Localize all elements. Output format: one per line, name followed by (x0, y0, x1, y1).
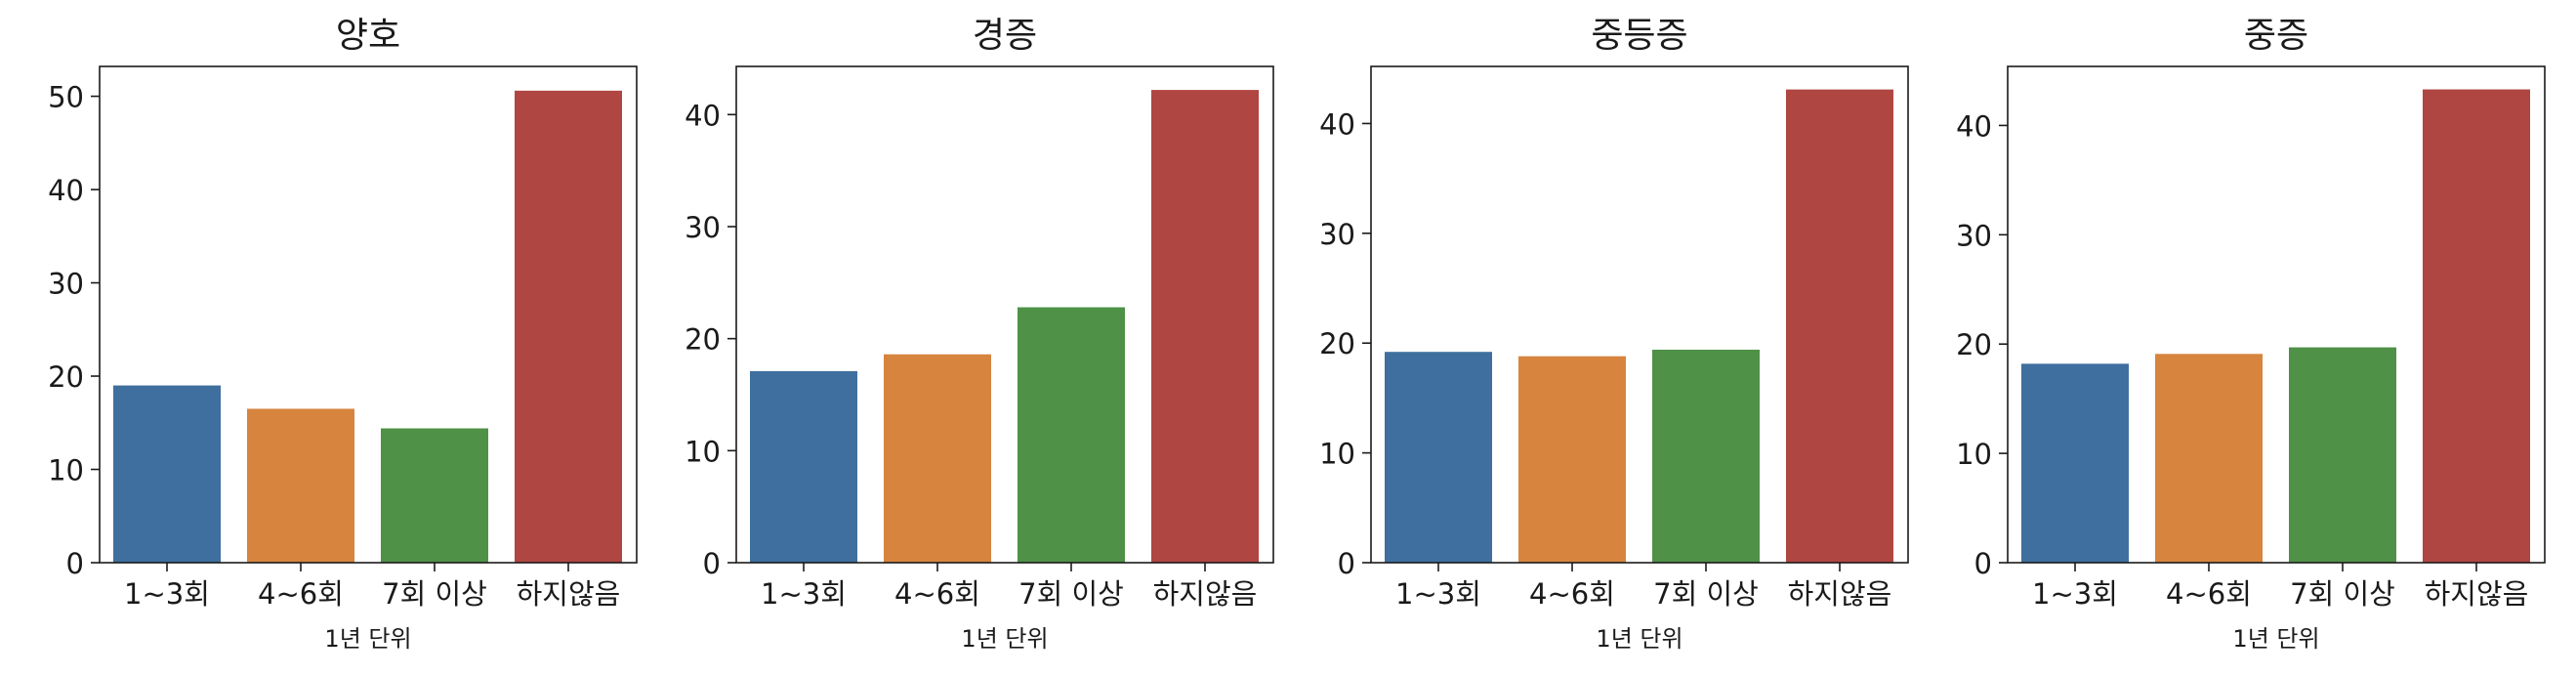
x-tick-label: 4~6회 (258, 577, 344, 611)
y-tick-label: 0 (703, 547, 721, 580)
x-tick-label: 4~6회 (894, 577, 980, 611)
bar-4 (1151, 90, 1259, 563)
bar-3 (2289, 348, 2396, 563)
x-tick-label: 1~3회 (124, 577, 210, 611)
y-tick-label: 0 (1974, 547, 1992, 580)
bar-1 (1385, 352, 1492, 563)
bar-3 (1018, 308, 1125, 563)
y-tick-label: 20 (685, 323, 721, 357)
panel-jungjeung: 중증 0 10 20 30 40 1~3회 4~6회 7회 이상 하지않음 1년 단위 (1956, 16, 2545, 653)
bar-1 (2021, 363, 2129, 563)
x-tick-label: 4~6회 (2166, 577, 2252, 611)
bar-3 (381, 428, 488, 563)
y-tick-label: 0 (1338, 547, 1355, 580)
bar-4 (515, 91, 622, 563)
x-tick-label: 7회 이상 (1018, 577, 1124, 611)
x-tick-label: 하지않음 (1153, 577, 1258, 611)
y-tick-label: 20 (1319, 327, 1355, 360)
chart-title: 중등증 (1591, 16, 1687, 56)
y-tick-label: 40 (1319, 107, 1355, 141)
panel-jungdeungjeung: 중등증 0 10 20 30 40 1~3회 4~6회 7회 이상 하지않음 1년 단위 (1319, 16, 1908, 653)
x-tick-label: 하지않음 (2425, 577, 2529, 611)
y-tick-label: 30 (685, 211, 721, 244)
panel-gyeongjeung: 경증 0 10 20 30 40 1~3회 4~6회 7회 이상 하지않음 1년 단위 (685, 16, 1273, 653)
x-tick-label: 1~3회 (761, 577, 847, 611)
x-tick-label: 7회 이상 (2290, 577, 2395, 611)
y-tick-label: 30 (48, 268, 84, 301)
y-tick-label: 0 (66, 547, 84, 580)
y-tick-label: 20 (48, 360, 84, 394)
x-tick-label: 4~6회 (1529, 577, 1615, 611)
bar-1 (113, 386, 221, 563)
chart-title: 경증 (973, 16, 1037, 56)
y-tick-label: 10 (1319, 438, 1355, 471)
bar-2 (884, 355, 991, 563)
y-tick-label: 30 (1956, 219, 1992, 252)
bar-3 (1652, 350, 1760, 563)
y-tick-label: 10 (685, 435, 721, 468)
x-axis-label: 1년 단위 (324, 625, 411, 653)
x-axis-label: 1년 단위 (961, 625, 1048, 653)
x-tick-label: 하지않음 (1788, 577, 1892, 611)
x-tick-label: 1~3회 (2032, 577, 2118, 611)
y-tick-label: 50 (48, 81, 84, 114)
chart-title: 양호 (336, 16, 400, 56)
x-tick-label: 7회 이상 (1653, 577, 1759, 611)
x-axis-label: 1년 단위 (2232, 625, 2319, 653)
y-tick-label: 40 (1956, 109, 1992, 143)
y-tick-label: 10 (48, 454, 84, 487)
y-tick-label: 30 (1319, 218, 1355, 251)
x-axis-label: 1년 단위 (1596, 625, 1683, 653)
chart-title: 중증 (2244, 16, 2308, 56)
x-tick-label: 1~3회 (1395, 577, 1481, 611)
x-tick-label: 하지않음 (517, 577, 621, 611)
y-tick-label: 10 (1956, 438, 1992, 471)
bar-1 (750, 371, 857, 563)
bar-2 (1518, 357, 1626, 563)
bar-4 (2423, 89, 2530, 563)
x-tick-label: 7회 이상 (382, 577, 487, 611)
panel-yangho: 양호 0 10 20 30 40 50 1~3회 4~6회 7회 이상 하지않음 1년 단위 (48, 16, 637, 653)
bar-4 (1786, 90, 1893, 563)
bar-2 (247, 408, 354, 563)
y-tick-label: 40 (48, 174, 84, 207)
y-tick-label: 40 (685, 99, 721, 132)
y-tick-label: 20 (1956, 328, 1992, 361)
bar-2 (2155, 354, 2263, 563)
